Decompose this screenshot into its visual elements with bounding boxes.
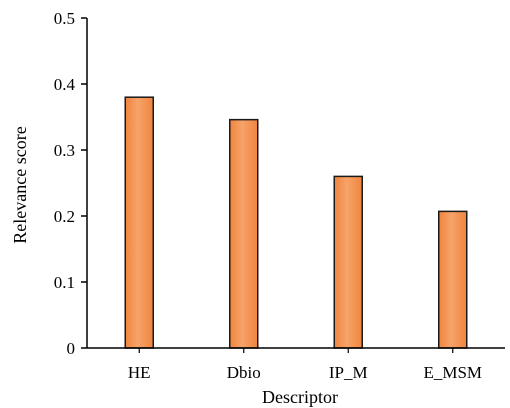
x-axis-title: Descriptor: [262, 387, 338, 407]
x-tick-label: E_MSM: [423, 363, 482, 382]
x-tick-label: IP_M: [329, 363, 368, 382]
x-axis-ticks: HE Dbio IP_M E_MSM: [128, 348, 482, 382]
bar-dbio: [229, 118, 259, 349]
y-tick-label: 0.1: [54, 273, 75, 292]
y-tick-label: 0.3: [54, 141, 75, 160]
y-axis-ticks: 0 0.1 0.2 0.3 0.4 0.5: [54, 9, 87, 358]
y-tick-label: 0.5: [54, 9, 75, 28]
bar-e-msm: [438, 210, 468, 349]
y-axis-title: Relevance score: [10, 126, 30, 243]
bar-he: [124, 96, 154, 349]
y-tick-label: 0.2: [54, 207, 75, 226]
x-tick-label: Dbio: [227, 363, 261, 382]
x-tick-label: HE: [128, 363, 151, 382]
plot-area: [124, 96, 468, 349]
y-tick-label: 0.4: [54, 75, 76, 94]
bar-ip-m: [333, 175, 363, 349]
y-tick-label: 0: [67, 339, 76, 358]
